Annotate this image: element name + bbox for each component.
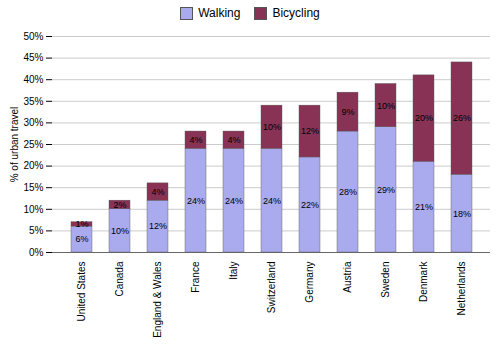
svg-text:30%: 30% — [23, 117, 43, 128]
svg-text:United States: United States — [76, 262, 87, 322]
svg-text:6%: 6% — [75, 234, 88, 244]
svg-text:England & Wales: England & Wales — [152, 262, 163, 338]
svg-text:2%: 2% — [113, 200, 126, 210]
svg-text:France: France — [190, 261, 201, 293]
svg-text:5%: 5% — [29, 225, 44, 236]
svg-text:Netherlands: Netherlands — [456, 262, 467, 316]
svg-text:50%: 50% — [23, 31, 43, 42]
svg-text:25%: 25% — [23, 139, 43, 150]
svg-text:35%: 35% — [23, 96, 43, 107]
svg-text:24%: 24% — [225, 196, 243, 206]
svg-text:Sweden: Sweden — [380, 262, 391, 298]
svg-text:24%: 24% — [187, 196, 205, 206]
svg-text:10%: 10% — [111, 226, 129, 236]
svg-text:% of urban travel: % of urban travel — [9, 107, 20, 183]
svg-text:Denmark: Denmark — [418, 261, 429, 303]
svg-text:Switzerland: Switzerland — [266, 262, 277, 314]
svg-text:0%: 0% — [29, 247, 44, 258]
svg-text:15%: 15% — [23, 182, 43, 193]
svg-text:Canada: Canada — [114, 261, 125, 296]
html-text:Bicycling: Bicycling — [272, 6, 320, 20]
svg-text:9%: 9% — [341, 107, 354, 117]
html-text:Walking: Walking — [198, 6, 241, 20]
svg-text:Germany: Germany — [304, 262, 315, 303]
svg-text:21%: 21% — [415, 202, 433, 212]
svg-text:20%: 20% — [23, 160, 43, 171]
svg-text:10%: 10% — [23, 204, 43, 215]
svg-text:29%: 29% — [377, 185, 395, 195]
svg-text:1%: 1% — [75, 219, 88, 229]
svg-text:Italy: Italy — [228, 262, 239, 280]
svg-text:10%: 10% — [263, 122, 281, 132]
svg-text:12%: 12% — [301, 126, 319, 136]
svg-text:45%: 45% — [23, 52, 43, 63]
svg-text:10%: 10% — [377, 101, 395, 111]
svg-text:24%: 24% — [263, 196, 281, 206]
svg-text:Austria: Austria — [342, 261, 353, 293]
svg-text:26%: 26% — [453, 113, 471, 123]
svg-text:12%: 12% — [149, 221, 167, 231]
svg-text:4%: 4% — [227, 135, 240, 145]
svg-text:4%: 4% — [151, 187, 164, 197]
svg-text:40%: 40% — [23, 74, 43, 85]
svg-text:20%: 20% — [415, 113, 433, 123]
svg-text:22%: 22% — [301, 200, 319, 210]
svg-text:4%: 4% — [189, 135, 202, 145]
svg-text:28%: 28% — [339, 187, 357, 197]
svg-text:18%: 18% — [453, 209, 471, 219]
